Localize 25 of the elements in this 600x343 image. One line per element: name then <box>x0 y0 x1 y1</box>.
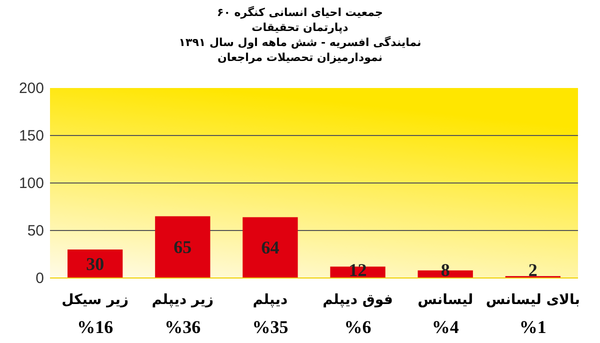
x-tick-label: فوق دیپلم <box>322 292 393 308</box>
x-tick-label: دیپلم <box>252 292 288 308</box>
text: %4 <box>432 317 459 337</box>
bar <box>242 217 298 278</box>
chart-title: جمعیت احیای انسانی کنگره ۶۰ دپارتمان تحقیقات نمایندگی افسریه - شش ماهه اول سال ۱۳۹۱ نمودارمیزان تحصیلات مراجعان <box>178 6 422 64</box>
text: %16 <box>77 317 114 337</box>
x-tick-label: زیر سیکل <box>62 292 129 308</box>
y-tick-label: 150 <box>18 127 44 144</box>
data-label: 30 <box>86 254 104 274</box>
text: %35 <box>252 317 288 337</box>
bar <box>155 216 210 278</box>
data-label: 2 <box>528 260 538 280</box>
bar <box>68 250 123 278</box>
y-tick-label: 0 <box>36 270 44 287</box>
x-tick-label: زیر دیپلم <box>152 292 214 308</box>
text: %6 <box>344 317 372 337</box>
text: %36 <box>164 317 201 337</box>
x-tick-label: لیسانس <box>418 292 474 308</box>
text: %1 <box>519 317 546 337</box>
x-tick-label: بالای لیسانس <box>486 292 580 308</box>
y-tick-label: 100 <box>18 174 44 192</box>
data-label: 65 <box>174 237 192 258</box>
y-tick-label: 200 <box>18 80 44 97</box>
data-label: 64 <box>261 238 280 258</box>
y-tick-label: 50 <box>27 222 44 240</box>
